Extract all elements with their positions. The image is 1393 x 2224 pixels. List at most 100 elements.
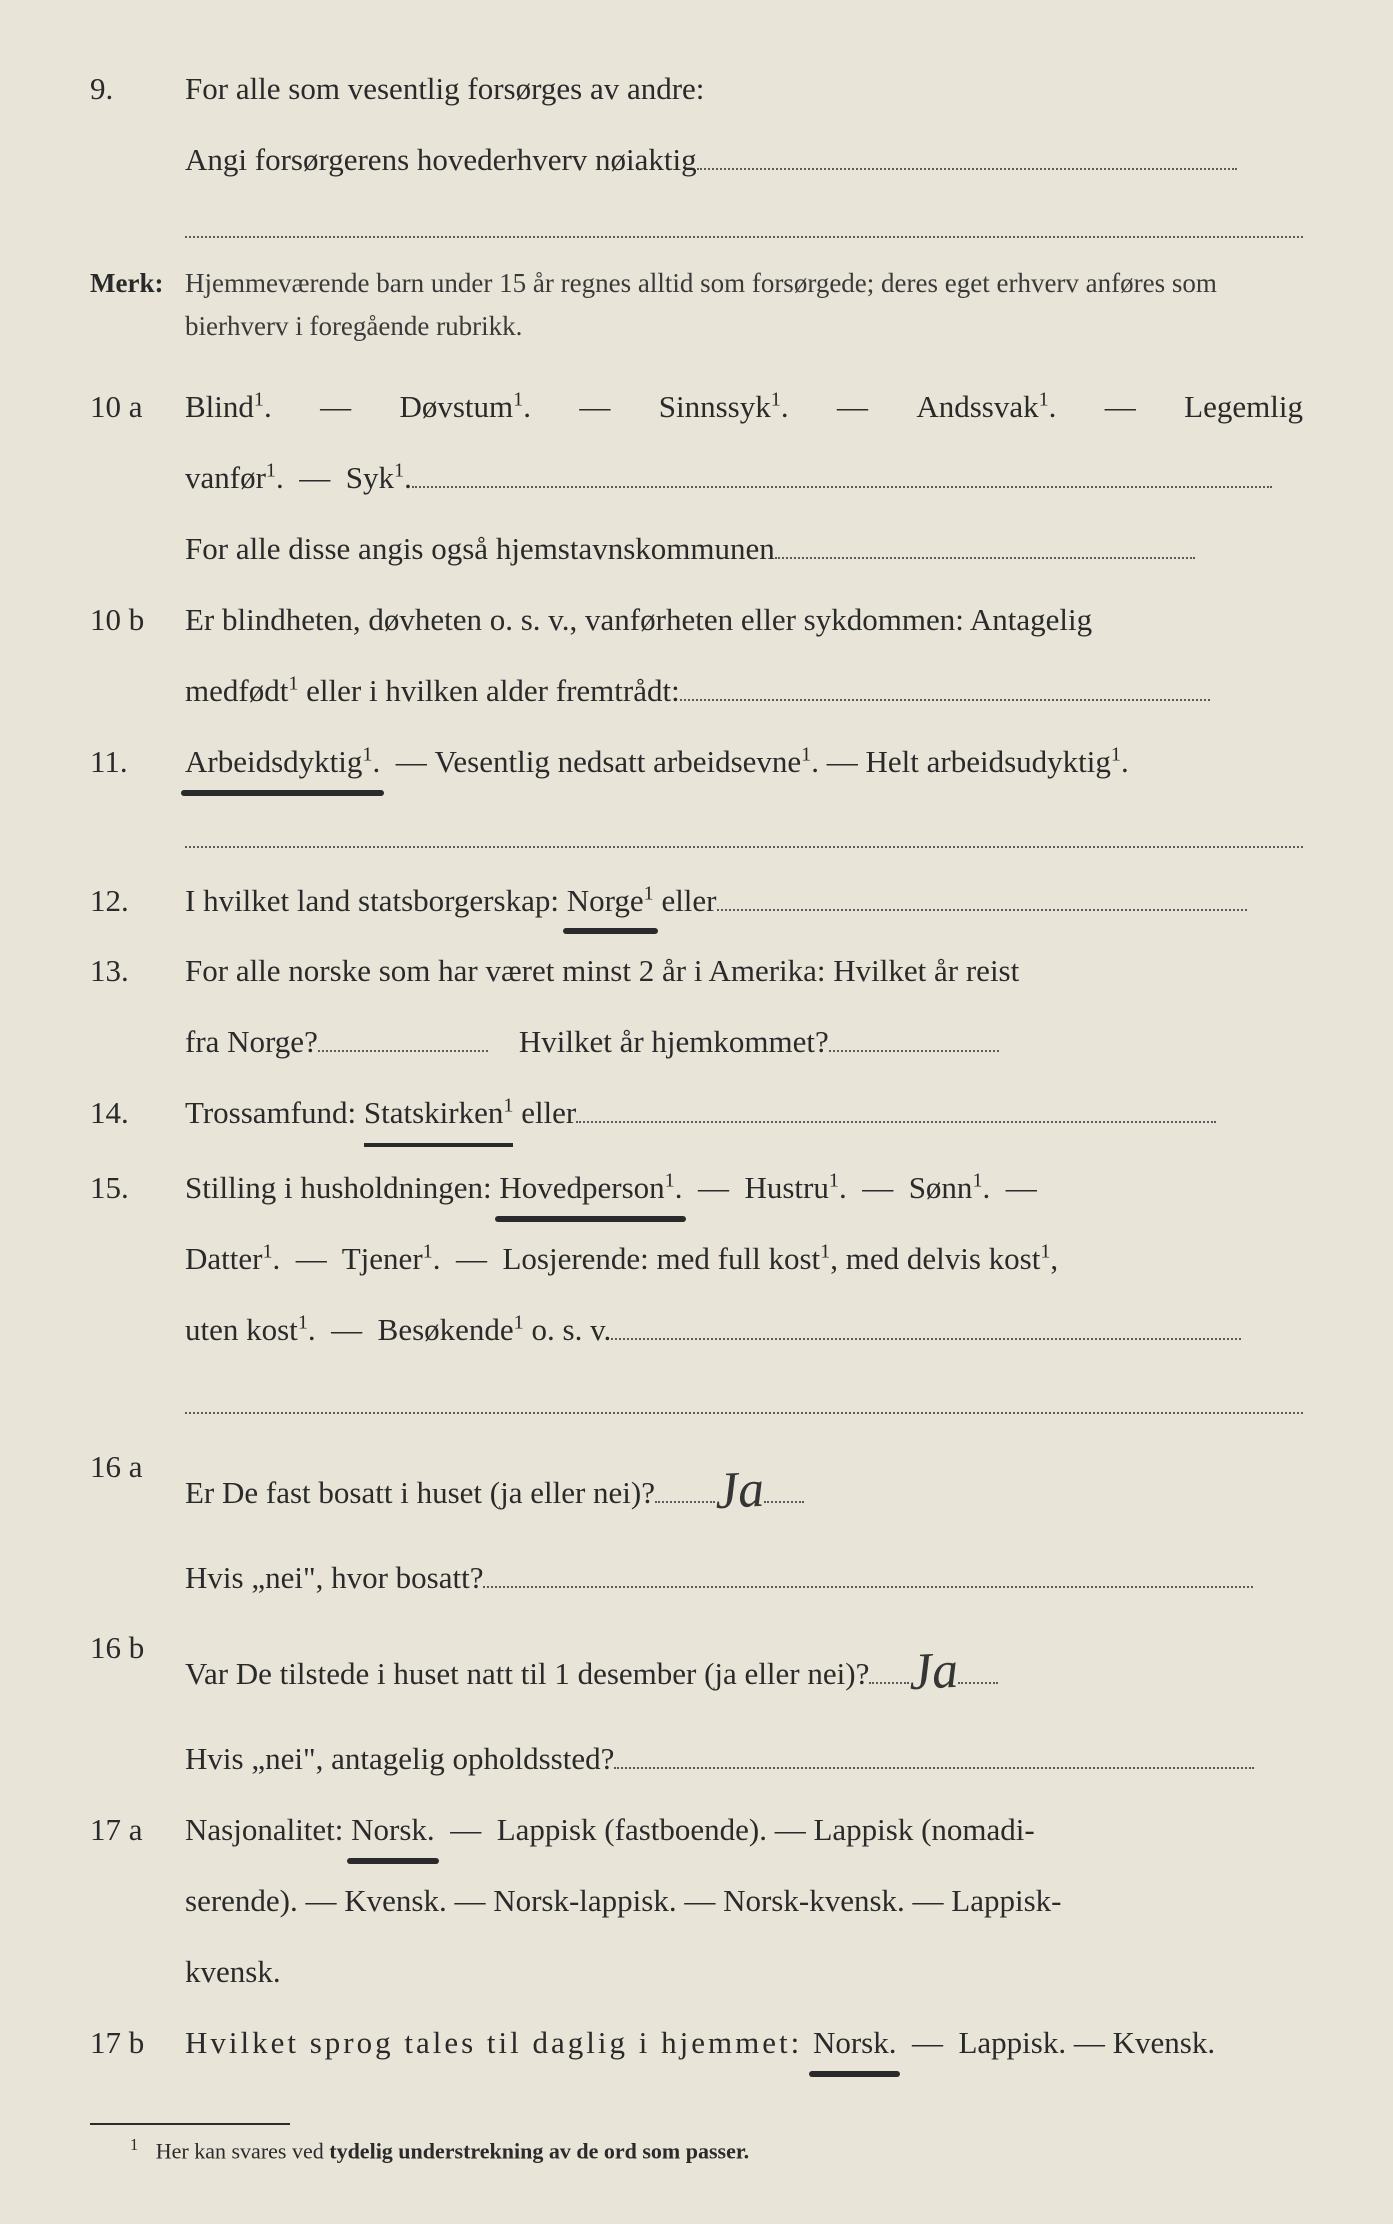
q16b-answer: Ja — [907, 1622, 961, 1723]
q17a-line2: serende). — Kvensk. — Norsk-lappisk. — N… — [185, 1872, 1303, 1931]
q10a-line3-text: For alle disse angis også hjemstavnskomm… — [185, 531, 775, 566]
q12-opt-norge: Norge1 — [567, 872, 654, 931]
question-12: 12. I hvilket land statsborgerskap: Norg… — [90, 872, 1303, 931]
q12-number: 12. — [90, 872, 185, 931]
q17b-number: 17 b — [90, 2014, 185, 2073]
q11-opt-nedsatt: Vesentlig nedsatt arbeidsevne — [434, 744, 801, 779]
footnote-rule — [90, 2123, 290, 2125]
q16b-number: 16 b — [90, 1619, 185, 1678]
q10a-content: Blind1. — Døvstum1. — Sinnssyk1. — Andss… — [185, 378, 1303, 437]
q15-content: Stilling i husholdningen: Hovedperson1. … — [185, 1159, 1303, 1218]
q11-fill-line — [185, 812, 1303, 848]
question-17a: 17 a Nasjonalitet: Norsk. — Lappisk (fas… — [90, 1801, 1303, 1860]
q10a-opt-legemlig: Legemlig — [1184, 378, 1303, 437]
question-10a: 10 a Blind1. — Døvstum1. — Sinnssyk1. — … — [90, 378, 1303, 437]
question-15: 15. Stilling i husholdningen: Hovedperso… — [90, 1159, 1303, 1218]
q13-hjemkommet: Hvilket år hjemkommet? — [519, 1024, 829, 1059]
q14-pre: Trossamfund: — [185, 1095, 364, 1130]
q15-datter: Datter — [185, 1241, 262, 1276]
question-13: 13. For alle norske som har været minst … — [90, 942, 1303, 1001]
q10b-line2: medfødt1 eller i hvilken alder fremtrådt… — [185, 662, 1303, 721]
question-10b: 10 b Er blindheten, døvheten o. s. v., v… — [90, 591, 1303, 650]
q10b-line1: Er blindheten, døvheten o. s. v., vanfør… — [185, 591, 1303, 650]
q13-line1: For alle norske som har været minst 2 år… — [185, 942, 1303, 1001]
q17b-opt-norsk: Norsk. — [813, 2014, 897, 2073]
question-16b: 16 b Var De tilstede i huset natt til 1 … — [90, 1619, 1303, 1718]
q12-post: eller — [654, 883, 717, 918]
q10b-post: eller i hvilken alder fremtrådt: — [298, 673, 679, 708]
q13-number: 13. — [90, 942, 185, 1001]
q10b-number: 10 b — [90, 591, 185, 650]
q16a-q2: Hvis „nei", hvor bosatt? — [185, 1560, 483, 1595]
q12-content: I hvilket land statsborgerskap: Norge1 e… — [185, 872, 1303, 931]
q10a-line3: For alle disse angis også hjemstavnskomm… — [185, 520, 1303, 579]
q10a-vanfor: vanfør — [185, 460, 266, 495]
q9-fill-line — [185, 202, 1303, 238]
merk-label: Merk: — [90, 262, 185, 305]
q15-losjerende: Losjerende: med full kost — [502, 1241, 820, 1276]
q9-line2-text: Angi forsørgerens hovederhverv nøiaktig — [185, 142, 697, 177]
q16b-content: Var De tilstede i huset natt til 1 desem… — [185, 1619, 1303, 1718]
q15-besokende: Besøkende — [378, 1312, 514, 1347]
q10a-opt-blind: Blind — [185, 389, 254, 424]
q10b-medfodt: medfødt — [185, 673, 288, 708]
q16a-line2: Hvis „nei", hvor bosatt? — [185, 1549, 1303, 1608]
question-16a: 16 a Er De fast bosatt i huset (ja eller… — [90, 1438, 1303, 1537]
q14-post: eller — [513, 1095, 576, 1130]
q13-line2: fra Norge? Hvilket år hjemkommet? — [185, 1013, 1303, 1072]
q15-line2: Datter1. — Tjener1. — Losjerende: med fu… — [185, 1230, 1303, 1289]
q9-line2: Angi forsørgerens hovederhverv nøiaktig — [185, 131, 1303, 190]
q16a-number: 16 a — [90, 1438, 185, 1497]
merk-text: Hjemmeværende barn under 15 år regnes al… — [185, 262, 1303, 348]
question-14: 14. Trossamfund: Statskirken1 eller — [90, 1084, 1303, 1147]
q16b-line2: Hvis „nei", antagelig opholdssted? — [185, 1730, 1303, 1789]
question-17b: 17 b Hvilket sprog tales til daglig i hj… — [90, 2014, 1303, 2073]
q11-opt-arbeidsdyktig: Arbeidsdyktig1. — [185, 733, 380, 792]
q15-osv: o. s. v. — [524, 1312, 612, 1347]
q17a-pre: Nasjonalitet: — [185, 1812, 351, 1847]
q10a-opt-sinnssyk: Sinnssyk — [659, 389, 771, 424]
q15-fill-line — [185, 1378, 1303, 1414]
q13-fra-norge: fra Norge? — [185, 1024, 318, 1059]
q17b-pre: Hvilket sprog tales til daglig i hjemmet… — [185, 2025, 813, 2060]
q11-opt-udyktig: Helt arbeidsudyktig — [866, 744, 1111, 779]
q17b-content: Hvilket sprog tales til daglig i hjemmet… — [185, 2014, 1303, 2073]
q15-opt-sonn: Sønn — [909, 1170, 973, 1205]
q9-number: 9. — [90, 60, 185, 119]
q16b-q1: Var De tilstede i huset natt til 1 desem… — [185, 1656, 869, 1691]
q17a-opt-norsk: Norsk. — [351, 1801, 435, 1860]
q12-pre: I hvilket land statsborgerskap: — [185, 883, 567, 918]
footnote-bold: tydelig understrekning av de ord som pas… — [329, 2138, 749, 2163]
q10a-line2: vanfør1. — Syk1. — [185, 449, 1303, 508]
q15-line3: uten kost1. — Besøkende1 o. s. v. — [185, 1301, 1303, 1360]
q15-opt-hustru: Hustru — [744, 1170, 828, 1205]
footnote-num: 1 — [130, 2135, 138, 2154]
q17b-rest: Lappisk. — Kvensk. — [958, 2025, 1215, 2060]
q15-opt-hovedperson: Hovedperson1. — [499, 1159, 682, 1218]
q10a-number: 10 a — [90, 378, 185, 437]
question-9: 9. For alle som vesentlig forsørges av a… — [90, 60, 1303, 119]
footnote: 1 Her kan svares ved tydelig understrekn… — [130, 2135, 1303, 2164]
q16b-q2: Hvis „nei", antagelig opholdssted? — [185, 1741, 614, 1776]
q16a-answer: Ja — [712, 1441, 766, 1542]
q14-content: Trossamfund: Statskirken1 eller — [185, 1084, 1303, 1147]
q17a-content: Nasjonalitet: Norsk. — Lappisk (fastboen… — [185, 1801, 1303, 1860]
q11-number: 11. — [90, 733, 185, 792]
q16a-q1: Er De fast bosatt i huset (ja eller nei)… — [185, 1475, 655, 1510]
merk-note: Merk: Hjemmeværende barn under 15 år reg… — [90, 262, 1303, 348]
q10a-opt-dovstum: Døvstum — [399, 389, 513, 424]
q9-line1: For alle som vesentlig forsørges av andr… — [185, 60, 1303, 119]
q15-tjener: Tjener — [342, 1241, 423, 1276]
q14-number: 14. — [90, 1084, 185, 1143]
form-page: 9. For alle som vesentlig forsørges av a… — [0, 0, 1393, 2224]
q17a-number: 17 a — [90, 1801, 185, 1860]
q11-content: Arbeidsdyktig1. — Vesentlig nedsatt arbe… — [185, 733, 1303, 792]
q15-uten: uten kost — [185, 1312, 298, 1347]
q16a-content: Er De fast bosatt i huset (ja eller nei)… — [185, 1438, 1303, 1537]
question-11: 11. Arbeidsdyktig1. — Vesentlig nedsatt … — [90, 733, 1303, 792]
q10a-syk: Syk — [346, 460, 394, 495]
q15-delvis: med delvis kost — [846, 1241, 1041, 1276]
q15-number: 15. — [90, 1159, 185, 1218]
footnote-pre: Her kan svares ved — [156, 2138, 330, 2163]
q10a-opt-andssvak: Andssvak — [916, 389, 1038, 424]
